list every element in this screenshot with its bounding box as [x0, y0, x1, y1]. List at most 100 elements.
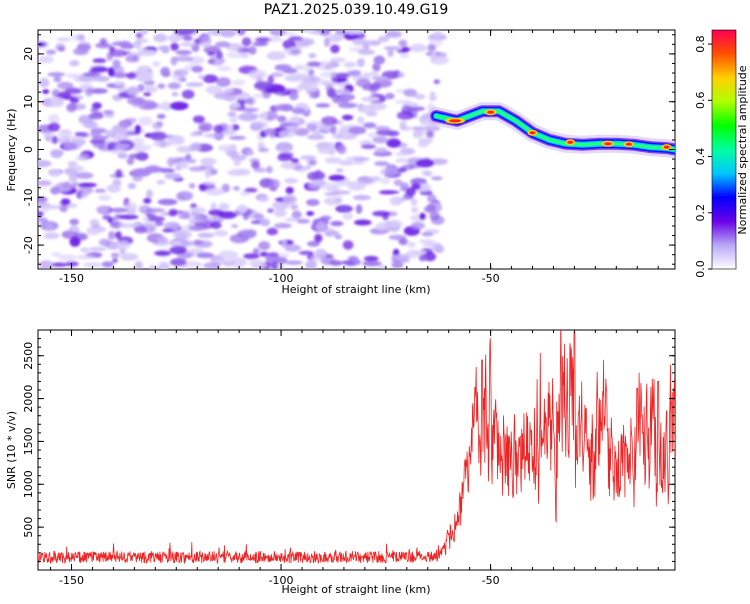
noise-blob [336, 168, 344, 173]
signal-hotspot-core [567, 140, 574, 144]
noise-blob [160, 101, 173, 111]
noise-blob [284, 217, 300, 222]
noise-blob [182, 210, 190, 218]
noise-blob [372, 62, 381, 72]
noise-blob [126, 72, 137, 79]
noise-blob [330, 220, 344, 227]
noise-blob [202, 74, 218, 84]
noise-blob [102, 110, 114, 114]
noise-blob [328, 174, 346, 181]
noise-blob [160, 66, 171, 77]
noise-blob [198, 122, 213, 132]
noise-blob [249, 123, 263, 131]
noise-blob [324, 64, 334, 71]
noise-blob [68, 174, 78, 183]
noise-blob [312, 130, 320, 136]
noise-blob [290, 204, 299, 210]
noise-blob [59, 204, 68, 213]
noise-blob [324, 157, 342, 164]
noise-blob [233, 159, 242, 167]
noise-blob [138, 116, 153, 126]
noise-blob [355, 204, 363, 214]
noise-blob [306, 198, 320, 207]
noise-blob [434, 244, 445, 254]
noise-blob [132, 175, 143, 182]
noise-blob [275, 144, 294, 153]
noise-blob [112, 258, 118, 263]
noise-blob [108, 230, 116, 240]
spectrogram-signal-layer [427, 102, 675, 159]
noise-blob [110, 148, 128, 154]
noise-blob [132, 137, 145, 145]
noise-blob [417, 137, 433, 145]
noise-blob [354, 219, 372, 226]
noise-blob [152, 61, 161, 67]
noise-blob [80, 247, 90, 253]
noise-blob [79, 192, 88, 199]
noise-blob [98, 238, 112, 246]
noise-blob [68, 160, 77, 168]
noise-blob [235, 168, 251, 176]
noise-blob [259, 251, 269, 257]
noise-blob [378, 35, 390, 43]
noise-blob [116, 87, 130, 93]
noise-blob [53, 76, 62, 83]
noise-blob [139, 69, 151, 80]
noise-blob [288, 36, 303, 41]
noise-blob [232, 186, 240, 191]
noise-blob [223, 260, 236, 266]
noise-blob [387, 49, 394, 58]
noise-blob [63, 141, 82, 151]
noise-blob [173, 68, 189, 77]
noise-blob [38, 159, 52, 168]
noise-blob [374, 125, 391, 131]
noise-blob [61, 183, 78, 189]
noise-blob [427, 194, 437, 204]
noise-blob [110, 131, 130, 141]
signal-hotspot-core [663, 145, 670, 149]
noise-blob [188, 217, 206, 224]
noise-blob [55, 43, 66, 51]
noise-blob [57, 81, 74, 90]
noise-blob [267, 74, 275, 85]
noise-blob [74, 132, 88, 137]
noise-blob [109, 207, 129, 213]
noise-blob [76, 254, 96, 260]
noise-blob [342, 212, 354, 220]
noise-blob [360, 96, 379, 102]
noise-blob [116, 240, 131, 250]
noise-blob [171, 92, 179, 97]
noise-blob [57, 129, 73, 140]
noise-blob [204, 133, 224, 139]
noise-blob [212, 30, 221, 36]
noise-blob [337, 102, 358, 109]
noise-blob [194, 240, 213, 248]
noise-blob [175, 50, 192, 55]
noise-blob [378, 264, 387, 269]
noise-blob [424, 125, 441, 132]
noise-blob [348, 126, 367, 135]
noise-blob [343, 30, 363, 35]
noise-blob [269, 179, 281, 189]
noise-blob [112, 72, 128, 79]
noise-blob [291, 210, 302, 219]
noise-blob [380, 167, 399, 176]
noise-blob [284, 244, 301, 252]
noise-blob [374, 147, 388, 154]
noise-blob [217, 66, 232, 72]
noise-blob [85, 87, 93, 97]
signal-hotspot-core [449, 119, 461, 123]
noise-blob [168, 208, 178, 217]
noise-blob [269, 30, 286, 36]
noise-blob [277, 103, 293, 112]
noise-blob [167, 33, 182, 43]
noise-blob [238, 112, 258, 122]
noise-blob [118, 40, 132, 49]
noise-blob [92, 58, 107, 64]
noise-blob [90, 66, 109, 73]
noise-blob [373, 55, 386, 65]
noise-blob [153, 251, 171, 256]
noise-blob [202, 181, 217, 186]
noise-blob [141, 30, 148, 35]
noise-blob [45, 223, 54, 231]
